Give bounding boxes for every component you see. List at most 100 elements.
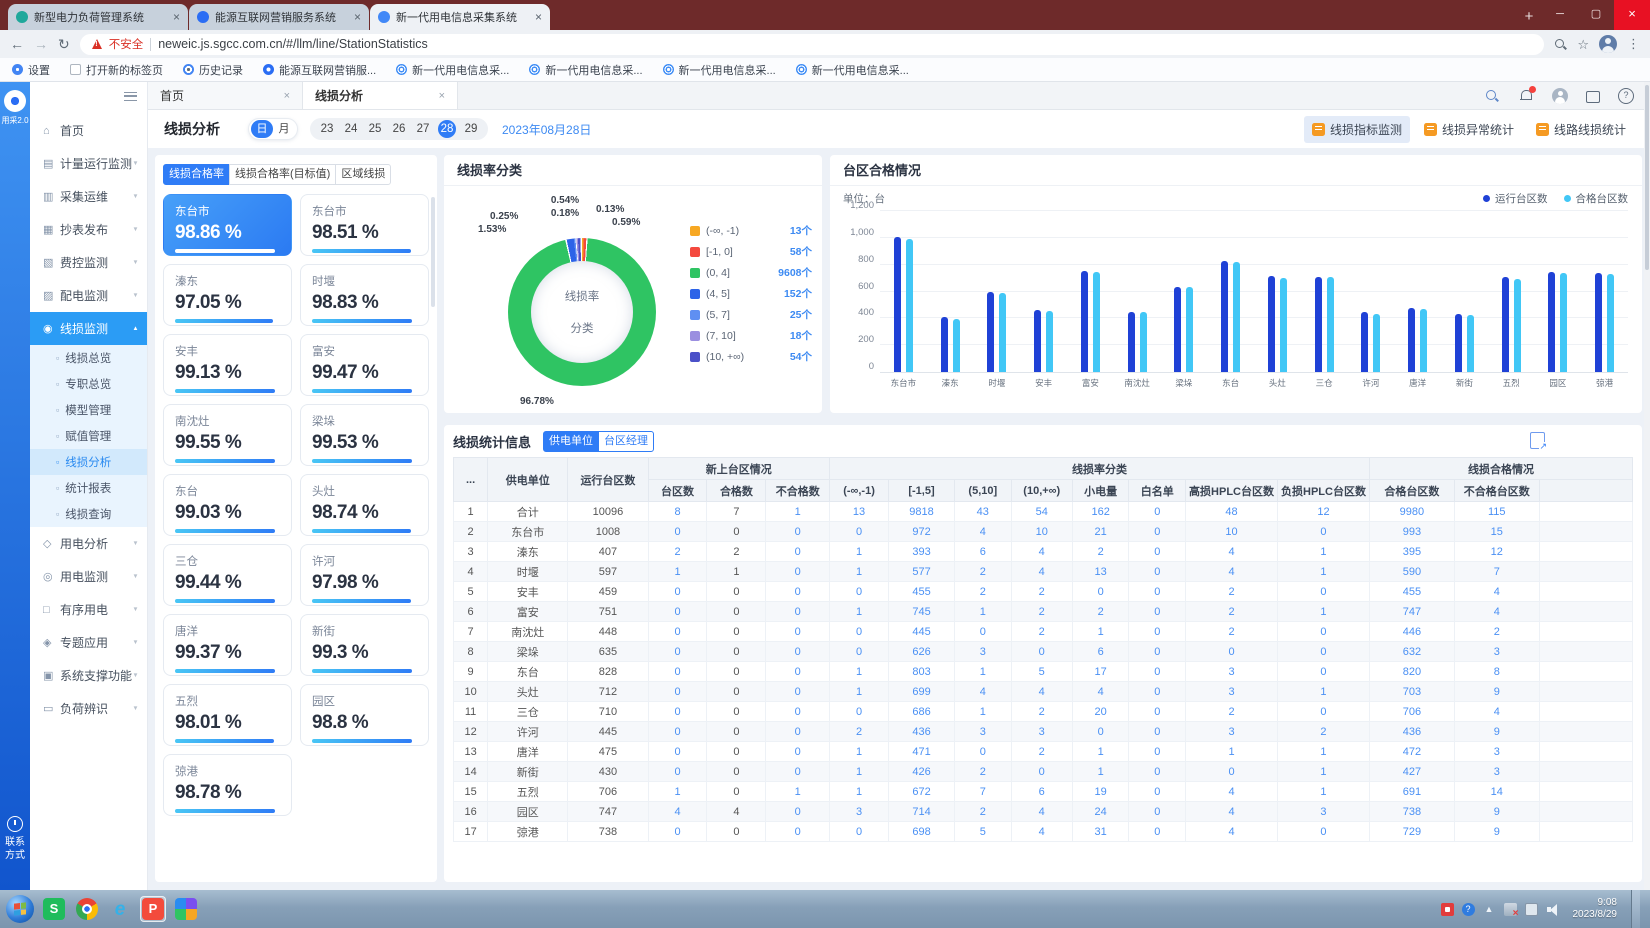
help-icon[interactable]: ? <box>1461 902 1475 916</box>
pie-legend-item[interactable]: (7, 10] 18个 <box>690 325 812 346</box>
pinned-red-icon[interactable] <box>1440 902 1454 916</box>
cell[interactable]: 745 <box>887 601 956 622</box>
cell[interactable]: 4 <box>1010 801 1073 822</box>
rate-card[interactable]: 园区 98.8 % <box>300 684 429 746</box>
cell[interactable]: 4 <box>954 521 1012 542</box>
cell[interactable]: 0 <box>1277 581 1370 602</box>
cell[interactable]: 698 <box>887 821 956 842</box>
sidebar-item-系统支撑功能[interactable]: ▣ 系统支撑功能 ▼ <box>30 659 147 692</box>
cell[interactable]: 0 <box>829 621 889 642</box>
action-线损指标监测[interactable]: 线损指标监测 <box>1303 115 1410 143</box>
cell[interactable]: 1 <box>1185 741 1278 762</box>
table-view-台区经理[interactable]: 台区经理 <box>598 430 655 452</box>
table-row[interactable]: 13 唐洋 475 0 0 0 1 471 0 2 1 0 1 1 472 3 <box>452 741 1634 762</box>
cell[interactable]: 472 <box>1368 741 1455 762</box>
minimize-button[interactable]: ─ <box>1556 8 1564 20</box>
cell[interactable]: 0 <box>647 821 708 842</box>
cell[interactable]: 8 <box>647 501 708 522</box>
table-row[interactable]: 5 安丰 459 0 0 0 0 455 2 2 0 0 2 0 455 4 <box>452 581 1634 602</box>
sidebar-subitem-线损分析[interactable]: ▫ 线损分析 <box>30 449 147 475</box>
start-button-icon[interactable] <box>6 895 34 923</box>
cell[interactable]: 4 <box>647 801 708 822</box>
bar-legend-item[interactable]: 运行台区数 <box>1483 191 1548 206</box>
rate-tab-线损合格率[interactable]: 线损合格率 <box>163 164 230 185</box>
cell[interactable]: 4 <box>1185 801 1278 822</box>
cell[interactable]: 4 <box>1010 821 1073 842</box>
table-row[interactable]: 9 东台 828 0 0 0 1 803 1 5 17 0 3 0 820 8 <box>452 661 1634 682</box>
cell[interactable]: 0 <box>829 701 889 722</box>
sidebar-item-抄表发布[interactable]: ▦ 抄表发布 ▼ <box>30 213 147 246</box>
cell[interactable]: 0 <box>1277 701 1370 722</box>
bar-运行台区数[interactable] <box>940 317 948 372</box>
bar-group-时堰[interactable] <box>987 211 1007 372</box>
bar-group-五烈[interactable] <box>1501 211 1521 372</box>
sidebar-subitem-模型管理[interactable]: ▫ 模型管理 <box>30 397 147 423</box>
cell[interactable]: 12 <box>1453 541 1540 562</box>
cell[interactable]: 2 <box>1010 621 1073 642</box>
day-option-27[interactable]: 27 <box>416 123 430 135</box>
taskbar-app-ie[interactable]: e <box>107 896 133 922</box>
cell[interactable]: 0 <box>1128 521 1187 542</box>
bar-合格台区数[interactable] <box>1046 310 1054 372</box>
cell[interactable]: 427 <box>1368 761 1455 782</box>
cell[interactable]: 2 <box>1010 581 1073 602</box>
cell[interactable]: 2 <box>954 581 1012 602</box>
table-row[interactable]: 8 梁垛 635 0 0 0 0 626 3 0 6 0 0 0 632 3 <box>452 641 1634 662</box>
cell[interactable]: 0 <box>1277 821 1370 842</box>
table-row[interactable]: 15 五烈 706 1 0 1 1 672 7 6 19 0 4 1 691 14 <box>452 781 1634 802</box>
rate-card[interactable]: 许河 97.98 % <box>300 544 429 606</box>
cell[interactable]: 0 <box>1277 521 1370 542</box>
bar-group-园区[interactable] <box>1548 211 1568 372</box>
cell[interactable]: 426 <box>887 761 956 782</box>
zoom-icon[interactable] <box>1554 38 1567 51</box>
cell[interactable]: 54 <box>1010 501 1073 522</box>
pie-legend-item[interactable]: (4, 5] 152个 <box>690 283 812 304</box>
rate-card[interactable]: 东台市 98.51 % <box>300 194 429 256</box>
cell[interactable]: 1 <box>1277 761 1370 782</box>
cell[interactable]: 1 <box>829 681 889 702</box>
action-线损异常统计[interactable]: 线损异常统计 <box>1416 116 1522 143</box>
cell[interactable]: 0 <box>765 761 831 782</box>
cell[interactable]: 0 <box>1128 561 1187 582</box>
network-error-icon[interactable] <box>1503 902 1519 919</box>
taskbar-clock[interactable]: 9:08 2023/8/29 <box>1567 897 1624 921</box>
cell[interactable]: 820 <box>1368 661 1455 682</box>
cell[interactable]: 2 <box>1010 701 1073 722</box>
bar-运行台区数[interactable] <box>1595 273 1603 372</box>
bookmark-item[interactable]: 打开新的标签页 <box>70 62 163 78</box>
cell[interactable]: 0 <box>647 681 708 702</box>
cell[interactable]: 0 <box>1128 701 1187 722</box>
table-row[interactable]: 10 头灶 712 0 0 0 1 699 4 4 4 0 3 1 703 9 <box>452 681 1634 702</box>
back-icon[interactable]: ← <box>10 36 24 52</box>
cards-scrollbar[interactable] <box>431 197 435 307</box>
bar-group-梁垛[interactable] <box>1174 211 1194 372</box>
cell[interactable]: 0 <box>765 621 831 642</box>
bar-运行台区数[interactable] <box>1454 314 1462 372</box>
bookmark-item[interactable]: 历史记录 <box>183 62 243 78</box>
action-线路线损统计[interactable]: 线路线损统计 <box>1528 116 1634 143</box>
export-icon[interactable] <box>1530 432 1547 451</box>
help-icon[interactable] <box>1618 87 1634 104</box>
cell[interactable]: 703 <box>1368 681 1455 702</box>
cell[interactable]: 0 <box>647 761 708 782</box>
cell[interactable]: 14 <box>1453 781 1540 802</box>
sidebar-item-专题应用[interactable]: ◈ 专题应用 ▼ <box>30 626 147 659</box>
cell[interactable]: 0 <box>1185 761 1278 782</box>
cell[interactable]: 436 <box>1368 721 1455 742</box>
cell[interactable]: 12 <box>1277 501 1370 522</box>
cell[interactable]: 2 <box>829 721 889 742</box>
cell[interactable]: 10 <box>1010 521 1073 542</box>
pie-legend-item[interactable]: (0, 4] 9608个 <box>690 262 812 283</box>
table-row[interactable]: 17 弶港 738 0 0 0 0 698 5 4 31 0 4 0 729 9 <box>452 821 1634 842</box>
cell[interactable]: 993 <box>1368 521 1455 542</box>
sidebar-item-有序用电[interactable]: □ 有序用电 ▼ <box>30 593 147 626</box>
user-icon[interactable] <box>1552 87 1568 104</box>
cell[interactable]: 10 <box>1185 521 1278 542</box>
cell[interactable]: 0 <box>765 821 831 842</box>
cell[interactable]: 5 <box>1010 661 1073 682</box>
cell[interactable]: 0 <box>1128 581 1187 602</box>
rate-card[interactable]: 安丰 99.13 % <box>163 334 292 396</box>
cell[interactable]: 9818 <box>887 501 956 522</box>
bookmark-item[interactable]: 新一代用电信息采... <box>662 62 776 78</box>
url-input[interactable]: 不安全 neweic.js.sgcc.com.cn/#/llm/line/Sta… <box>79 33 1545 55</box>
